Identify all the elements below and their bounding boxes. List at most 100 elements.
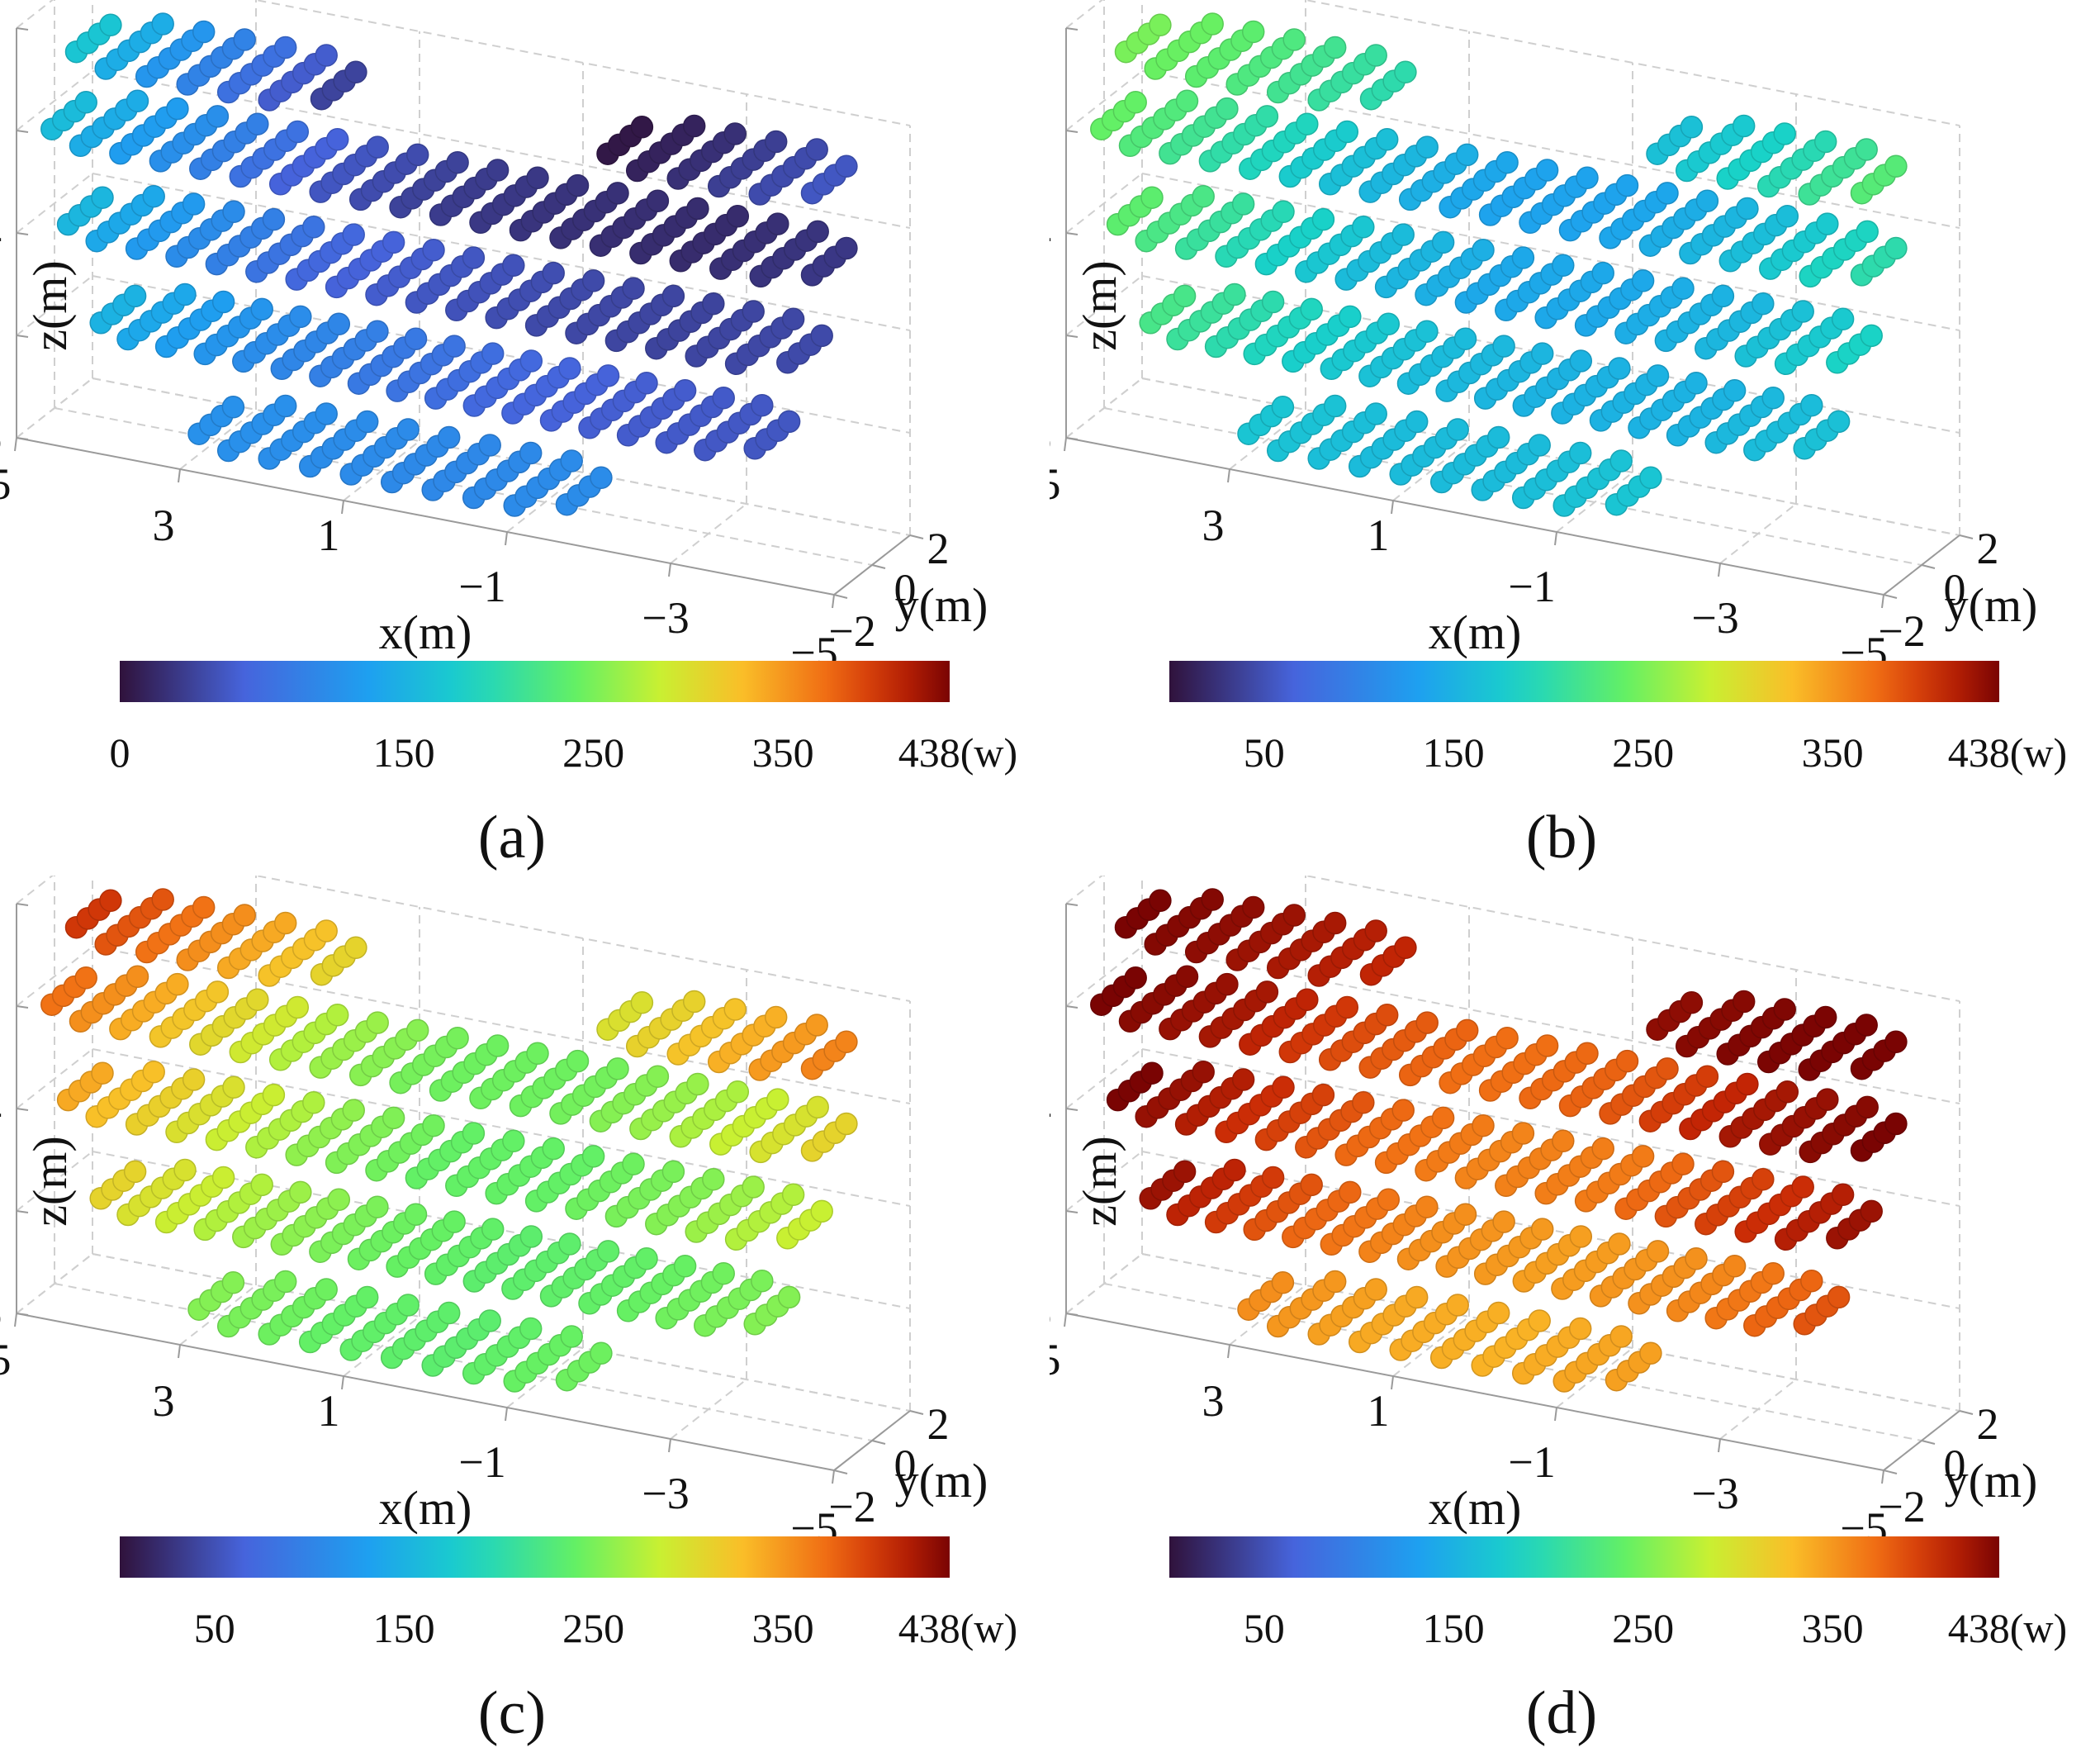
plot-c: 23456531−1−3−5−202z(m)x(m)y(m)5015025035…: [0, 876, 1017, 1747]
data-point-layer1-seg0: [1455, 143, 1479, 167]
data-point-layer0-seg0: [344, 936, 367, 960]
data-point-layer1-seg0: [606, 1057, 629, 1080]
data-point-layer3-seg0: [1173, 284, 1197, 308]
z-tick-label-4: 4: [0, 208, 2, 258]
colorbar-tick-label-4: 438(w): [898, 729, 1017, 776]
data-point-layer2-seg0: [142, 1060, 165, 1084]
colorbar-tick-label-4: 438(w): [1948, 729, 2067, 776]
colorbar-tick-label-0: 50: [1244, 729, 1285, 776]
data-point-layer1-seg0: [726, 205, 750, 228]
data-point-layer1-seg0: [566, 173, 590, 197]
data-point-layer3-seg0: [1300, 297, 1323, 321]
data-point-layer3-seg0: [558, 357, 581, 380]
data-point-layer0-seg0: [1364, 919, 1387, 942]
data-point-layer1-seg0: [1736, 197, 1759, 221]
data-point-layer2-seg0: [422, 238, 445, 262]
data-point-layer3-seg0: [1569, 349, 1593, 373]
data-point-layer3-seg0: [443, 335, 466, 358]
data-point-layer3-seg0: [596, 1240, 620, 1263]
plot-d: 23456531−1−3−5−202z(m)x(m)y(m)5015025035…: [1050, 876, 2067, 1747]
data-point-layer3-seg0: [1173, 1160, 1197, 1184]
z-tick-label-3: 3: [0, 106, 2, 155]
data-point-layer0-seg0: [99, 889, 122, 913]
data-point-layer0-seg1: [805, 138, 828, 161]
x-tick-label-1: 3: [153, 501, 175, 550]
data-point-layer1-seg0: [835, 1112, 858, 1136]
data-point-layer2-seg0: [622, 277, 645, 300]
data-point-layer2-seg0: [1591, 261, 1614, 285]
data-point-layer2-seg0: [1671, 1152, 1695, 1175]
data-point-layer3-seg0: [1300, 1173, 1323, 1197]
data-point-layer2-seg0: [1671, 277, 1695, 300]
data-point-layer0-seg0: [273, 36, 297, 59]
data-point-layer2-seg0: [581, 269, 605, 292]
x-axis-label: x(m): [379, 605, 472, 659]
colorbar-tick-label-2: 250: [562, 729, 624, 776]
data-point-layer2-seg0: [1752, 1167, 1775, 1191]
x-tick-label-1: 3: [1202, 1376, 1225, 1426]
data-point-layer1-seg0: [1615, 1049, 1639, 1073]
data-point-layer4-seg0: [396, 418, 420, 441]
y-tick-label-1: 0: [894, 1441, 917, 1490]
data-point-layer3-seg0: [250, 297, 273, 321]
data-point-layer2-seg0: [262, 1083, 286, 1107]
data-point-layer1-seg0: [835, 236, 858, 260]
data-point-layer2-seg0: [91, 186, 114, 209]
data-point-layer2-seg0: [1752, 292, 1775, 316]
data-point-layer3-seg0: [1761, 1261, 1785, 1285]
data-point-layer4-seg0: [1486, 425, 1510, 449]
data-point-layer0-seg1: [835, 1030, 858, 1054]
data-point-layer3-seg0: [289, 1180, 312, 1204]
data-point-layer2-seg0: [810, 324, 833, 348]
data-point-layer0-seg1: [723, 122, 747, 145]
data-point-layer1-seg0: [405, 1018, 429, 1042]
data-point-layer3-seg0: [250, 1173, 273, 1197]
data-point-layer2-seg0: [222, 1075, 245, 1099]
data-point-layer3-seg0: [1608, 357, 1631, 380]
z-tick-label-2: 2: [1050, 879, 1051, 928]
data-point-layer2-seg0: [1860, 1199, 1883, 1223]
data-point-layer4-seg0: [1446, 418, 1469, 441]
colorbar-tick-label-1: 150: [373, 729, 435, 776]
colorbar-tick-label-3: 350: [1802, 1605, 1864, 1651]
x-tick-label-2: 1: [318, 510, 340, 560]
colorbar-tick-label-2: 250: [1612, 729, 1674, 776]
data-point-layer0-seg0: [151, 12, 174, 36]
data-point-layer2-seg0: [342, 1099, 365, 1122]
data-point-layer2-seg0: [1140, 186, 1164, 209]
data-point-layer3-seg0: [1800, 393, 1823, 417]
data-point-layer3-seg0: [481, 1218, 505, 1241]
x-tick-label-4: −3: [642, 1469, 689, 1518]
data-point-layer1-seg0: [1296, 112, 1319, 135]
data-point-layer1-seg0: [74, 91, 97, 114]
data-point-layer2-seg0: [1391, 1099, 1415, 1122]
data-point-layer3-seg0: [673, 379, 697, 402]
data-point-layer3-seg0: [1723, 1255, 1747, 1278]
data-point-layer3-seg0: [596, 364, 620, 387]
colorbar-tick-label-1: 150: [1423, 1605, 1485, 1651]
y-axis-label: y(m): [1945, 578, 2038, 632]
data-point-layer2-seg0: [382, 1106, 405, 1130]
data-point-layer2-seg0: [342, 223, 365, 246]
y-axis-label: y(m): [895, 1454, 988, 1507]
data-point-layer2-seg0: [1231, 1068, 1255, 1091]
data-point-layer2-seg0: [742, 1175, 765, 1199]
data-point-layer3-seg0: [1339, 305, 1362, 329]
data-point-layer2-seg0: [1311, 207, 1335, 231]
data-point-layer0-seg1: [805, 1014, 828, 1037]
data-point-layer2-seg0: [1711, 284, 1735, 308]
data-point-layer1-seg0: [166, 972, 189, 996]
data-point-layer0-seg1: [1855, 138, 1878, 161]
data-point-layer1-seg0: [446, 1026, 469, 1050]
data-point-layer2-seg0: [622, 1152, 645, 1175]
data-point-layer3-seg0: [443, 1210, 466, 1233]
colorbar-tick-label-0: 50: [194, 1605, 235, 1651]
data-point-layer0-seg0: [315, 44, 338, 67]
data-point-layer0-seg0: [1241, 895, 1265, 919]
data-point-layer0-seg1: [1680, 991, 1704, 1014]
data-point-layer2-seg0: [1831, 1183, 1855, 1207]
data-point-layer1-seg0: [726, 1080, 750, 1104]
data-point-layer1-seg0: [325, 1004, 349, 1027]
data-point-layer4-seg0: [478, 434, 501, 457]
data-point-layer1-seg0: [1375, 128, 1399, 151]
